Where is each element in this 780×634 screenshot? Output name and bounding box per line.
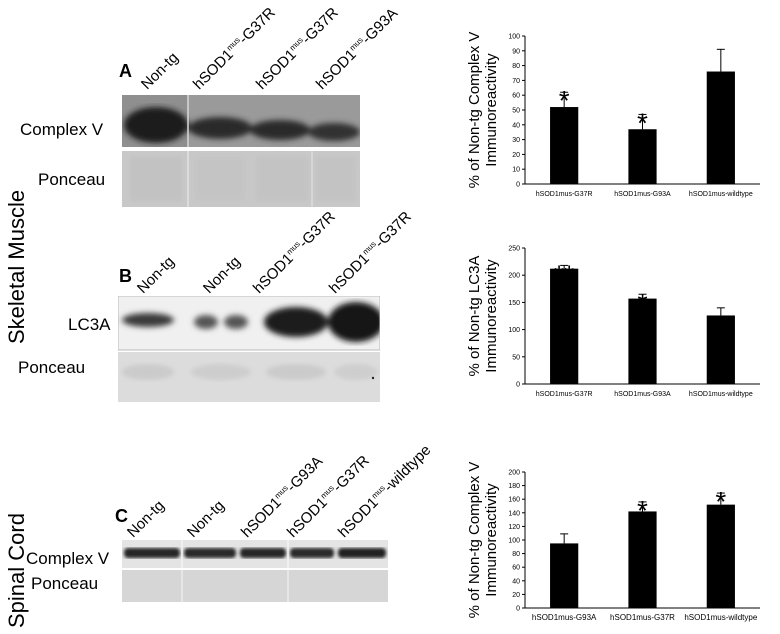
y-tick-label: 30 [512,137,520,144]
bar [706,315,735,384]
panel-c-ponceau-label: Ponceau [31,574,99,593]
significance-marker: * [559,85,570,116]
y-axis-label-line-2: Immunoreactivity [483,53,500,167]
panel-a-complex-v-label: Complex V [20,120,104,139]
panel-b-lane-4-label: hSOD1mus-G37R [325,208,415,297]
y-tick-label: 50 [512,108,520,115]
y-tick-label: 100 [508,34,520,41]
y-tick-label: 100 [508,327,520,334]
bar [706,71,735,184]
y-tick-label: 20 [512,592,520,599]
y-tick-label: 120 [508,524,520,531]
y-tick-label: 40 [512,122,520,129]
skeletal-muscle-label: Skeletal Muscle [4,189,29,344]
panel-c-lane-3-label: hSOD1mus-G93A [237,452,327,541]
category-label: hSOD1mus-G93A [532,613,597,622]
y-tick-label: 50 [512,354,520,361]
y-tick-label: 80 [512,551,520,558]
y-tick-label: 160 [508,497,520,504]
y-tick-label: 250 [508,246,520,253]
y-tick-label: 90 [512,48,520,55]
panel-b-blot-image [118,296,380,402]
category-label: hSOD1mus-wildtype [684,613,757,622]
significance-marker: ** [554,259,574,289]
panel-a-letter: A [119,61,132,81]
y-tick-label: 0 [516,606,520,613]
panel-c-blot-image [122,540,388,602]
y-tick-label: 0 [516,182,520,189]
category-label: hSOD1mus-G93A [614,191,671,198]
chart-a-complex-v-muscle: % of Non-tg Complex V Immunoreactivity 0 10… [466,32,760,198]
significance-marker: * [715,486,726,517]
bar [550,543,579,608]
panel-c-lane-1-label: Non-tg [123,497,168,541]
y-tick-label: 0 [516,382,520,389]
bar [550,268,579,384]
y-axis-label: % of Non-tg LC3A [466,256,483,377]
y-tick-label: 60 [512,565,520,572]
y-tick-label: 20 [512,152,520,159]
significance-marker: * [637,288,647,318]
y-tick-label: 200 [508,470,520,477]
bar [550,107,579,184]
y-tick-label: 180 [508,483,520,490]
panel-b-lc3a-label: LC3A [68,315,111,334]
panel-b-ponceau-label: Ponceau [18,358,86,377]
category-label: hSOD1mus-wildtype [689,191,753,198]
y-axis-label: % of Non-tg Complex V [466,462,483,619]
y-tick-label: 200 [508,273,520,280]
category-label: hSOD1mus-G37R [610,613,675,622]
panel-a-ponceau-label: Ponceau [38,170,106,189]
category-label: hSOD1mus-G37R [536,191,593,198]
panel-c-complex-v-label: Complex V [26,549,110,568]
category-label: hSOD1mus-wildtype [689,391,753,398]
panel-c-lane-2-label: Non-tg [183,497,228,541]
y-axis-label-line-2: Immunoreactivity [483,259,500,373]
bar [628,129,657,184]
bar [628,511,657,608]
y-tick-label: 150 [508,300,520,307]
panel-a-lane-1-label: Non-tg [137,49,182,93]
chart-b-lc3a-muscle: % of Non-tg LC3A Immunoreactivity 0 50 100 15… [466,246,760,398]
category-label: hSOD1mus-G93A [614,391,671,398]
y-axis-label-line-2: Immunoreactivity [483,483,500,597]
significance-marker: * [637,495,648,526]
panel-b-letter: B [119,266,132,286]
panel-c-lane-5-label: hSOD1mus-wildtype [334,441,435,541]
y-tick-label: 10 [512,167,520,174]
panel-b-lane-2-label: Non-tg [199,253,244,297]
panel-b-lane-1-label: Non-tg [133,253,178,297]
y-tick-label: 70 [512,78,520,85]
y-tick-label: 140 [508,510,520,517]
y-tick-label: 60 [512,93,520,100]
chart-c-complex-v-spinal: % of Non-tg Complex V Immunoreactivity 0 20… [466,462,760,622]
panel-a-blot-image [122,95,360,207]
y-axis-label: % of Non-tg Complex V [466,32,483,189]
panel-c-letter: C [115,506,128,526]
spinal-cord-label: Spinal Cord [4,513,29,628]
bar [628,298,657,384]
significance-marker: * [637,107,648,138]
y-tick-label: 40 [512,578,520,585]
y-tick-label: 80 [512,63,520,70]
category-label: hSOD1mus-G37R [536,391,593,398]
y-tick-label: 100 [508,538,520,545]
bar [706,504,735,608]
